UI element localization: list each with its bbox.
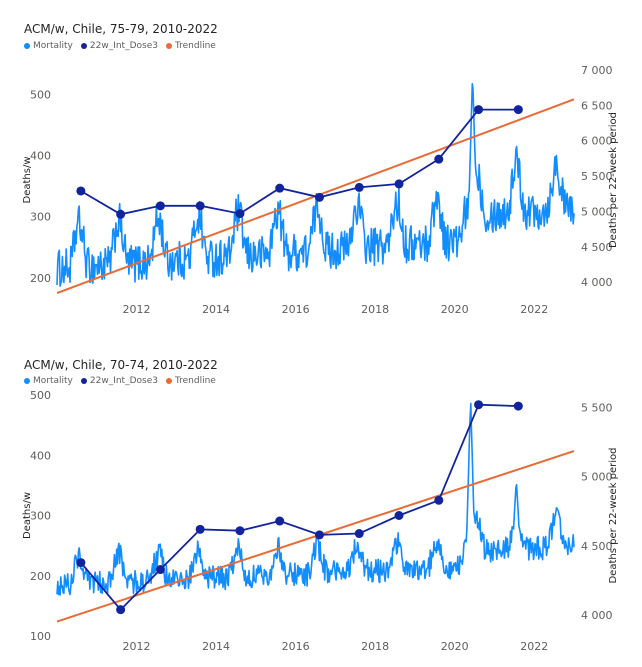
- dose-line: [80, 108, 519, 216]
- mortality-line: [56, 83, 575, 287]
- y-right-tick-label: 5 000: [581, 205, 613, 218]
- dose-point: [354, 529, 364, 539]
- dose-point: [116, 209, 126, 219]
- y-left-tick-label: 200: [30, 570, 51, 583]
- dose-point: [474, 105, 484, 115]
- y-right-axis-title: Deaths per 22-week period: [608, 447, 619, 583]
- y-left-tick-label: 100: [30, 630, 51, 643]
- dose-point: [195, 201, 205, 211]
- legend-marker: [165, 43, 172, 49]
- dose-point: [76, 558, 86, 568]
- y-right-axis-title: Deaths per 22-week period: [608, 112, 619, 248]
- legend-item: 22w_Int_Dose3: [80, 41, 158, 51]
- legend-item: Trendline: [165, 376, 216, 386]
- dose-point: [275, 516, 285, 526]
- x-tick-label: 2018: [361, 303, 389, 316]
- legend-marker: [24, 43, 30, 49]
- y-left-tick-label: 400: [30, 150, 51, 163]
- x-tick-label: 2020: [441, 303, 469, 316]
- legend-item: 22w_Int_Dose3: [80, 376, 158, 386]
- dose-point: [235, 209, 245, 219]
- dose-point: [76, 186, 86, 196]
- dose-point: [434, 495, 444, 505]
- y-right-tick-label: 7 000: [581, 64, 613, 77]
- dose-point: [394, 511, 404, 520]
- legend-marker: [80, 378, 87, 384]
- dose-point: [195, 524, 205, 534]
- y-right-tick-label: 6 500: [581, 99, 613, 112]
- legend-marker: [24, 378, 30, 384]
- y-right-tick-label: 5 500: [581, 401, 613, 414]
- dose-point: [235, 526, 245, 536]
- legend-item: Mortality: [24, 376, 73, 386]
- dose-point: [275, 183, 285, 193]
- dose-point: [354, 182, 364, 192]
- x-tick-label: 2022: [520, 640, 548, 653]
- y-left-axis-title: Deaths/w: [22, 157, 33, 204]
- x-tick-label: 2020: [441, 640, 469, 653]
- x-tick-label: 2012: [123, 303, 151, 316]
- chart-panel-2: ACM/w, Chile, 70-74, 2010-2022 Mortality…: [0, 340, 642, 667]
- legend-label: Trendline: [174, 376, 216, 386]
- dose-point: [314, 530, 324, 540]
- chart-title: ACM/w, Chile, 70-74, 2010-2022: [24, 358, 218, 372]
- chart-plot: 2012 2014 2016 2018 2020 2022 200 300 400 500 4 00…: [22, 64, 619, 316]
- dose-point: [155, 201, 165, 211]
- y-left-tick-label: 500: [30, 88, 51, 101]
- x-tick-label: 2016: [282, 640, 310, 653]
- legend-item: Mortality: [24, 41, 73, 51]
- x-tick-label: 2018: [361, 640, 389, 653]
- legend: Mortality 22w_Int_Dose3 Trendline: [24, 41, 216, 51]
- y-right-tick-label: 4 500: [581, 241, 613, 254]
- dose-point: [155, 565, 165, 575]
- legend-label: Trendline: [174, 41, 216, 51]
- legend-marker: [165, 378, 172, 384]
- dose-point: [434, 154, 444, 164]
- legend-label: 22w_Int_Dose3: [89, 376, 158, 386]
- legend-label: Mortality: [33, 376, 73, 386]
- y-right-tick-label: 4 000: [581, 609, 613, 622]
- x-tick-label: 2014: [202, 303, 230, 316]
- y-left-tick-label: 300: [30, 510, 51, 523]
- y-left-tick-label: 500: [30, 389, 51, 402]
- y-left-tick-label: 200: [30, 272, 51, 285]
- x-tick-label: 2016: [282, 303, 310, 316]
- dose-point: [513, 401, 523, 411]
- dose-point: [474, 400, 484, 410]
- y-right-tick-label: 4 000: [581, 276, 613, 289]
- chart-panel-1: ACM/w, Chile, 75-79, 2010-2022 Mortality…: [0, 0, 642, 330]
- dose-point: [513, 105, 523, 115]
- y-left-tick-label: 400: [30, 449, 51, 462]
- legend-label: Mortality: [33, 41, 73, 51]
- dose-point: [314, 192, 324, 202]
- x-tick-label: 2014: [202, 640, 230, 653]
- y-left-axis-title: Deaths/w: [22, 492, 33, 539]
- dose-point: [394, 179, 404, 189]
- mortality-line: [56, 402, 575, 596]
- x-tick-label: 2022: [520, 303, 548, 316]
- y-right-tick-label: 4 500: [581, 540, 613, 553]
- legend-item: Trendline: [165, 41, 216, 51]
- y-right-tick-label: 5 500: [581, 170, 613, 183]
- legend: Mortality 22w_Int_Dose3 Trendline: [24, 376, 216, 386]
- legend-label: 22w_Int_Dose3: [89, 41, 158, 51]
- y-left-tick-label: 300: [30, 211, 51, 224]
- dose-line: [80, 403, 519, 612]
- dose-point: [116, 605, 126, 615]
- legend-marker: [80, 43, 87, 49]
- x-tick-label: 2012: [123, 640, 151, 653]
- y-right-tick-label: 6 000: [581, 135, 613, 148]
- y-right-tick-label: 5 000: [581, 471, 613, 484]
- chart-title: ACM/w, Chile, 75-79, 2010-2022: [24, 22, 218, 36]
- chart-plot: 2012 2014 2016 2018 2020 2022 100 200 300 400 500 4…: [22, 389, 619, 653]
